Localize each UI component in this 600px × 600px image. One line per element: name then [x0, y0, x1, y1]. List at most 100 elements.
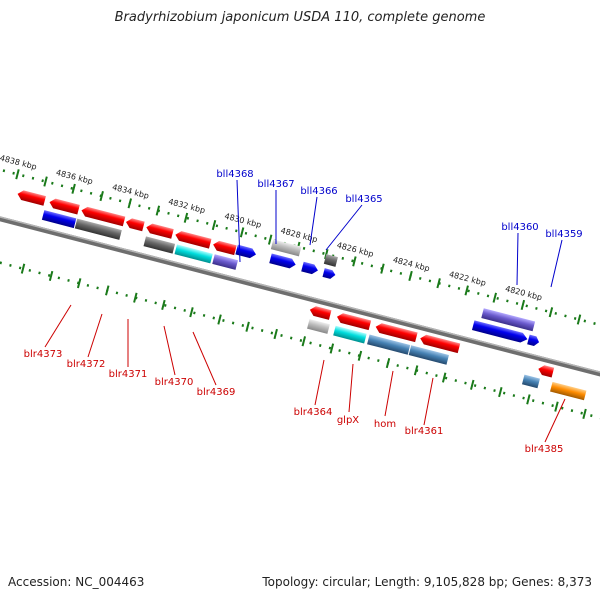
scale-tick — [161, 299, 166, 311]
gene-arrow-steel-blue[interactable] — [408, 345, 449, 365]
scale-tick — [155, 205, 161, 216]
gene-label-blr4385[interactable]: blr4385 — [525, 444, 564, 455]
scale-label: 4826 kbp — [336, 241, 375, 259]
gene-label-bll4360[interactable]: bll4360 — [501, 222, 538, 233]
scale-tick — [357, 350, 363, 361]
scale-tick — [498, 386, 503, 398]
scale-tick — [71, 183, 76, 194]
gene-label-blr4364[interactable]: blr4364 — [294, 407, 333, 418]
scale-tick — [211, 219, 217, 231]
scale-label: 4832 kbp — [167, 197, 206, 215]
gene-label-blr4372[interactable]: blr4372 — [67, 359, 106, 370]
scale-tick — [267, 234, 273, 245]
gene-label-blr4361[interactable]: blr4361 — [405, 426, 444, 437]
genome-backbone — [0, 169, 600, 425]
gene-arrow-cyan[interactable] — [333, 325, 367, 344]
gene-arrow-orange[interactable] — [550, 381, 587, 401]
gene-arrow-steel-blue[interactable] — [367, 334, 411, 355]
scale-label: 4838 kbp — [0, 154, 38, 172]
scale-tick — [436, 278, 441, 289]
topology-text: Topology: circular; Length: 9,105,828 bp… — [262, 575, 592, 589]
gene-arrow-blue[interactable] — [322, 268, 337, 280]
gene-arrow-purple[interactable] — [212, 254, 238, 270]
gene-arrow-cyan[interactable] — [174, 244, 213, 264]
gene-arrow-blue[interactable] — [301, 261, 319, 276]
scale-tick — [413, 365, 419, 376]
scale-tick — [526, 394, 531, 405]
scale-tick — [301, 336, 307, 347]
scale-tick — [76, 278, 82, 289]
scale-tick — [329, 343, 335, 354]
genome-title: Bradyrhizobium japonicum USDA 110, compl… — [114, 10, 486, 25]
scale-tick — [582, 408, 587, 419]
gene-label-blr4370[interactable]: blr4370 — [155, 377, 194, 388]
scale-tick — [15, 169, 20, 180]
scale-tick — [20, 263, 26, 274]
gene-arrow-red[interactable] — [212, 240, 237, 256]
leader-lines-bottom — [44, 304, 566, 443]
scale-tick — [408, 270, 413, 282]
scale-tick — [105, 285, 110, 296]
gene-arrow-red[interactable] — [80, 206, 126, 227]
gene-arrow-red[interactable] — [336, 312, 372, 331]
gene-arrow-blue[interactable] — [527, 334, 540, 347]
gene-arrow-light-gray[interactable] — [307, 318, 330, 334]
gene-arrow-red[interactable] — [309, 305, 332, 320]
scale-axis-lower — [0, 223, 600, 452]
gene-label-bll4368[interactable]: bll4368 — [216, 169, 253, 180]
gene-arrow-red[interactable] — [16, 189, 46, 206]
gene-arrow-gray[interactable] — [143, 236, 176, 254]
scale-tick — [245, 321, 250, 332]
scale-tick — [554, 401, 559, 412]
gene-arrow-steel-blue[interactable] — [521, 374, 540, 389]
scale-tick — [492, 292, 498, 303]
scale-tick — [273, 328, 278, 340]
gene-arrow-gray[interactable] — [74, 218, 122, 240]
gene-arrow-light-gray[interactable] — [270, 239, 302, 257]
gene-label-bll4367[interactable]: bll4367 — [257, 179, 294, 190]
scale-label: 4820 kbp — [504, 284, 543, 302]
gene-label-bll4365[interactable]: bll4365 — [345, 194, 382, 205]
scale-tick — [43, 176, 48, 187]
leader-lines-top — [236, 179, 563, 288]
gene-arrow-red[interactable] — [125, 217, 145, 232]
scale-tick — [441, 372, 447, 383]
scale-label: 4836 kbp — [55, 168, 94, 186]
scale-label: 4834 kbp — [111, 183, 150, 201]
gene-arrow-purple[interactable] — [481, 308, 536, 332]
accession-text: Accession: NC_004463 — [8, 575, 145, 589]
scale-tick — [464, 285, 469, 296]
scale-tick — [352, 256, 357, 267]
gene-label-blr4371[interactable]: blr4371 — [109, 369, 148, 380]
scale-tick — [217, 314, 222, 325]
gene-arrow-blue[interactable] — [471, 320, 529, 344]
scale-tick — [385, 357, 391, 369]
gene-label-blr4369[interactable]: blr4369 — [197, 387, 236, 398]
scale-tick — [127, 198, 133, 209]
gene-label-glpX[interactable]: glpX — [337, 415, 359, 426]
scale-tick — [548, 307, 554, 318]
gene-label-bll4366[interactable]: bll4366 — [300, 186, 337, 197]
scale-tick — [133, 292, 138, 303]
gene-arrow-red[interactable] — [48, 197, 80, 215]
gene-arrow-red[interactable] — [419, 333, 461, 354]
scale-tick — [183, 212, 189, 223]
gene-arrow-gray[interactable] — [323, 254, 338, 267]
scale-tick — [380, 263, 385, 274]
gene-arrow-red[interactable] — [174, 230, 212, 249]
gene-label-hom[interactable]: hom — [374, 419, 396, 430]
scale-tick — [576, 314, 582, 325]
gene-arrow-red[interactable] — [537, 364, 555, 378]
scale-tick — [239, 227, 245, 238]
scale-tick — [99, 190, 104, 202]
gene-arrow-blue[interactable] — [235, 244, 257, 260]
gene-arrow-blue[interactable] — [41, 210, 77, 229]
gene-label-blr4373[interactable]: blr4373 — [24, 349, 63, 360]
scale-label: 4830 kbp — [224, 212, 263, 230]
gene-arrow-red[interactable] — [374, 322, 418, 343]
gene-arrow-blue[interactable] — [269, 253, 297, 269]
gene-arrow-red[interactable] — [145, 222, 174, 239]
scale-label: 4824 kbp — [392, 255, 431, 273]
scale-tick — [189, 307, 194, 318]
gene-label-bll4359[interactable]: bll4359 — [545, 229, 582, 240]
